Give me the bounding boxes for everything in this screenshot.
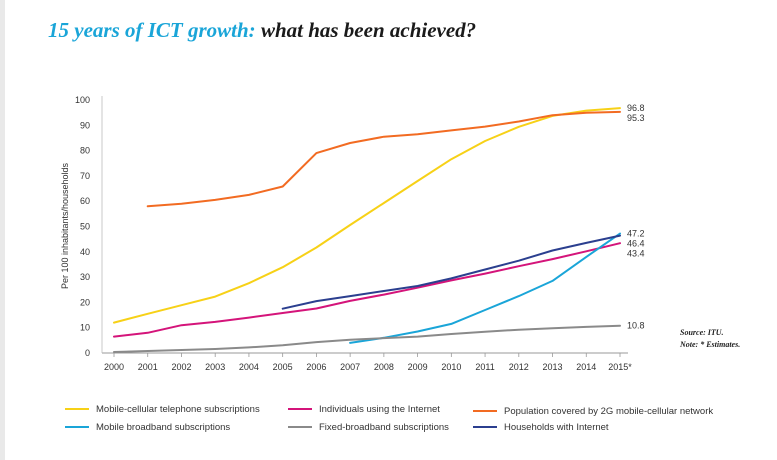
series-line [113, 107, 621, 324]
x-tick-label: 2014 [576, 362, 596, 372]
legend-item: Mobile broadband subscriptions [65, 420, 230, 434]
legend-label: Mobile-cellular telephone subscriptions [96, 403, 260, 415]
y-tick-label: 70 [80, 171, 90, 181]
legend-label: Individuals using the Internet [319, 403, 440, 415]
legend-item: Mobile-cellular telephone subscriptions [65, 402, 260, 416]
y-tick-label: 20 [80, 297, 90, 307]
x-tick-label: 2006 [306, 362, 326, 372]
series-line [113, 242, 621, 338]
legend-swatch [473, 410, 497, 412]
legend-swatch [288, 408, 312, 410]
series-line [281, 234, 621, 310]
legend-label: Population covered by 2G mobile-cellular… [504, 405, 714, 417]
x-tick-label: 2010 [441, 362, 461, 372]
title-rest: what has been achieved? [260, 18, 477, 42]
y-axis-label: Per 100 inhabitants/households [60, 162, 70, 289]
x-tick-label: 2001 [138, 362, 158, 372]
series-end-label: 47.2 [627, 229, 645, 239]
chart-title: 15 years of ICT growth: what has been ac… [48, 18, 476, 43]
x-tick-label: 2013 [543, 362, 563, 372]
legend-label: Households with Internet [504, 421, 609, 433]
legend-item: Fixed-broadband subscriptions [288, 420, 449, 434]
x-tick-label: 2012 [509, 362, 529, 372]
title-highlight: 15 years of ICT growth: [48, 18, 256, 42]
x-tick-label: 2005 [273, 362, 293, 372]
legend-item: Individuals using the Internet [288, 402, 440, 416]
legend-label: Fixed-broadband subscriptions [319, 421, 449, 433]
y-tick-label: 40 [80, 247, 90, 257]
y-tick-label: 60 [80, 196, 90, 206]
series-end-label: 95.3 [627, 113, 645, 123]
x-tick-label: 2007 [340, 362, 360, 372]
legend-label: Mobile broadband subscriptions [96, 421, 231, 433]
x-tick-label: 2003 [205, 362, 225, 372]
legend-item: Households with Internet [473, 420, 609, 434]
legend-swatch [288, 426, 312, 428]
y-tick-label: 30 [80, 272, 90, 282]
y-tick-label: 100 [75, 95, 90, 105]
series-end-label: 43.4 [627, 249, 645, 259]
legend-swatch [65, 426, 89, 428]
source-note: Source: ITU. [680, 328, 724, 337]
legend-swatch [65, 408, 89, 410]
series-line [146, 110, 621, 208]
y-tick-label: 80 [80, 146, 90, 156]
y-tick-label: 0 [85, 348, 90, 358]
series-line [113, 324, 621, 353]
series-end-label: 10.8 [627, 321, 645, 331]
x-tick-label: 2015* [608, 362, 632, 372]
legend-item: Population covered by 2G mobile-cellular… [473, 404, 713, 418]
y-tick-label: 50 [80, 222, 90, 232]
legend-swatch [473, 426, 497, 428]
series-end-label: 46.4 [627, 239, 645, 249]
x-tick-label: 2009 [408, 362, 428, 372]
estimates-note: Note: * Estimates. [680, 340, 741, 349]
y-tick-label: 10 [80, 323, 90, 333]
y-tick-label: 90 [80, 120, 90, 130]
series-end-label: 96.8 [627, 103, 645, 113]
x-tick-label: 2008 [374, 362, 394, 372]
series-line [349, 232, 621, 344]
x-tick-label: 2004 [239, 362, 259, 372]
x-tick-label: 2011 [475, 362, 494, 372]
x-tick-label: 2002 [171, 362, 191, 372]
x-tick-label: 2000 [104, 362, 124, 372]
left-margin-bar [0, 0, 5, 460]
